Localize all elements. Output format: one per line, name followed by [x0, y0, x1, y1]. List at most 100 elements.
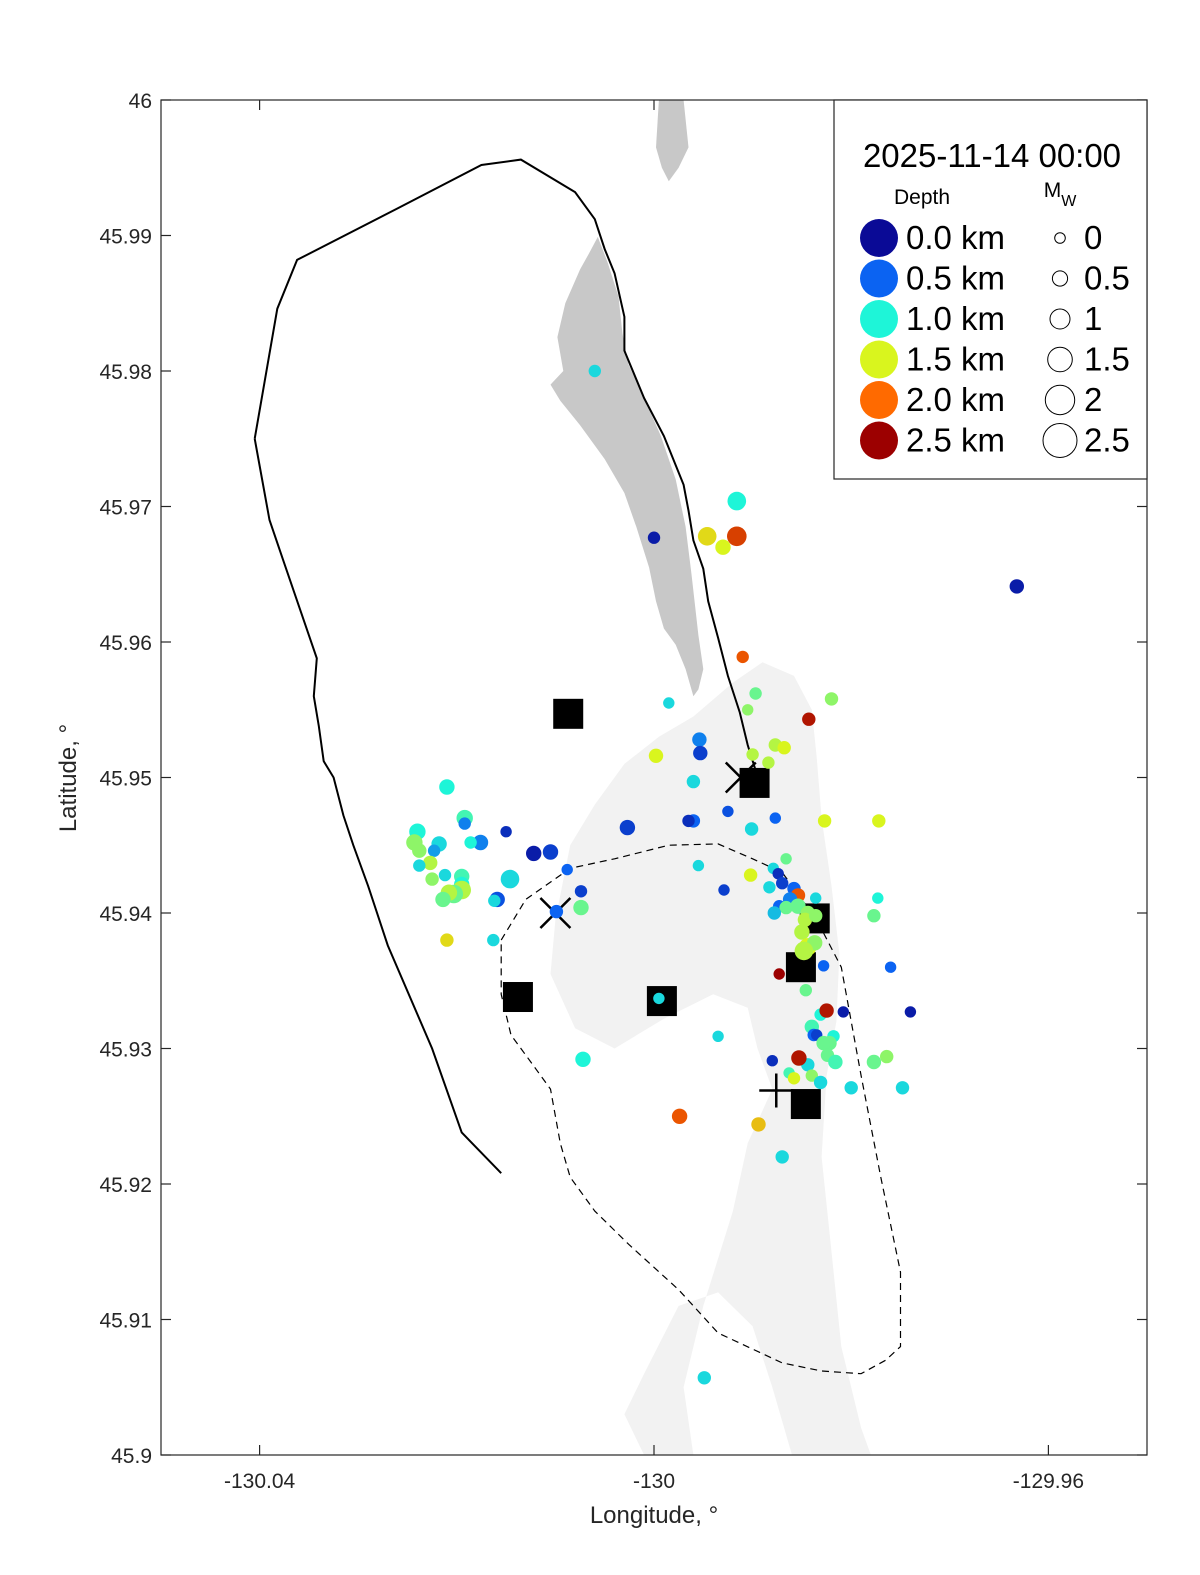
y-axis-label: Latitude, ° [55, 724, 82, 832]
legend-mw-label: 0.5 [1084, 260, 1130, 297]
y-tick-label: 45.99 [99, 226, 152, 249]
y-tick-label: 45.96 [99, 632, 152, 655]
earthquake-point [884, 961, 897, 973]
x-tick-label: -130 [633, 1470, 675, 1493]
earthquake-point [692, 732, 707, 747]
legend-mw-header-sub: W [1061, 193, 1077, 210]
earthquake-point [794, 924, 810, 940]
legend-depth-label: 1.5 km [906, 341, 1005, 378]
earthquake-point [794, 941, 814, 961]
earthquake-point [440, 933, 454, 947]
earthquake-point [743, 868, 758, 882]
earthquake-point [766, 1055, 778, 1067]
station-square [502, 982, 533, 1013]
y-tick-label: 45.98 [99, 361, 152, 384]
earthquake-point [776, 877, 789, 890]
lava-flow-outline [500, 843, 902, 1375]
legend-mw-swatch [1047, 346, 1073, 373]
earthquake-point [686, 774, 701, 789]
earthquake-point [439, 779, 455, 795]
x-axis-label: Longitude, ° [590, 1502, 718, 1529]
earthquake-point [810, 892, 822, 904]
earthquake-point [413, 859, 426, 872]
earthquake-point [746, 748, 759, 761]
y-tick-label: 45.93 [99, 1039, 152, 1062]
earthquake-point [895, 1081, 910, 1095]
legend-depth-swatch [860, 259, 898, 298]
earthquake-point [742, 704, 754, 716]
legend-depth-label: 2.0 km [906, 381, 1005, 418]
earthquake-point [561, 863, 573, 876]
earthquake-point [844, 1081, 858, 1095]
earthquake-point [773, 968, 785, 980]
y-tick-label: 45.9 [111, 1445, 152, 1468]
y-tick-label: 45.97 [99, 497, 152, 520]
earthquake-point [722, 805, 734, 818]
earthquake-point [693, 745, 708, 761]
earthquake-point [763, 881, 776, 894]
earthquake-point [671, 1108, 688, 1125]
earthquake-point [767, 906, 781, 920]
earthquake-point [435, 891, 451, 908]
earthquake-point [837, 1006, 849, 1018]
earthquake-point [500, 826, 512, 838]
earthquake-point [682, 814, 695, 828]
legend-mw-label: 1.5 [1084, 341, 1130, 378]
earthquake-point [573, 899, 589, 916]
legend-mw-label: 2 [1084, 381, 1102, 418]
y-tick-label: 45.94 [99, 903, 152, 926]
legend-depth-label: 2.5 km [906, 422, 1005, 459]
earthquake-point [749, 687, 762, 700]
earthquake-point [780, 853, 792, 865]
earthquake-point [772, 868, 784, 880]
station-square [739, 767, 770, 798]
earthquake-point [727, 526, 747, 547]
earthquake-point [488, 894, 501, 907]
earthquake-point [427, 844, 441, 857]
earthquake-point [904, 1006, 917, 1018]
legend-depth-label: 0.5 km [906, 260, 1005, 297]
earthquake-point [791, 1050, 807, 1066]
legend-depth-label: 1.0 km [906, 300, 1005, 337]
earthquake-point [425, 872, 439, 886]
earthquake-point [867, 909, 881, 923]
earthquake-point [816, 1035, 831, 1051]
earthquake-point [692, 859, 705, 872]
x-marker [724, 761, 757, 794]
earthquake-point [472, 834, 489, 851]
earthquake-point [464, 836, 477, 849]
seafloor-dark-region [550, 236, 704, 697]
plus-marker [759, 1073, 794, 1108]
earthquake-point [775, 1150, 789, 1164]
earthquake-point [828, 1054, 843, 1070]
earthquake-point [575, 1051, 591, 1068]
legend-depth-swatch [860, 381, 898, 419]
earthquake-point [712, 1030, 724, 1043]
earthquake-point [769, 812, 781, 824]
legend-depth-swatch [860, 300, 898, 338]
earthquake-point [817, 814, 832, 828]
legend-depth-swatch [860, 219, 898, 257]
earthquake-point [872, 814, 886, 828]
legend-mw-header: MW [1044, 179, 1078, 210]
legend-depth-label: 0.0 km [906, 219, 1005, 256]
legend-mw-swatch [1054, 232, 1066, 244]
earthquake-point [805, 1069, 818, 1082]
legend-depth-swatch [860, 340, 898, 379]
earthquake-point [663, 697, 675, 709]
earthquake-point [779, 900, 793, 915]
earthquake-point [549, 904, 564, 919]
earthquake-point [715, 539, 731, 555]
station-square [553, 698, 584, 729]
earthquake-point [802, 712, 816, 726]
earthquake-point [777, 741, 791, 755]
legend-mw-header-main: M [1044, 179, 1062, 202]
earthquake-point [542, 844, 559, 860]
earthquake-point [574, 885, 588, 898]
x-tick-label: -130.04 [224, 1470, 296, 1493]
legend-date: 2025-11-14 00:00 [863, 137, 1121, 174]
outline-layer [253, 158, 902, 1375]
earthquake-point [819, 1003, 834, 1018]
earthquake-point [487, 933, 500, 947]
